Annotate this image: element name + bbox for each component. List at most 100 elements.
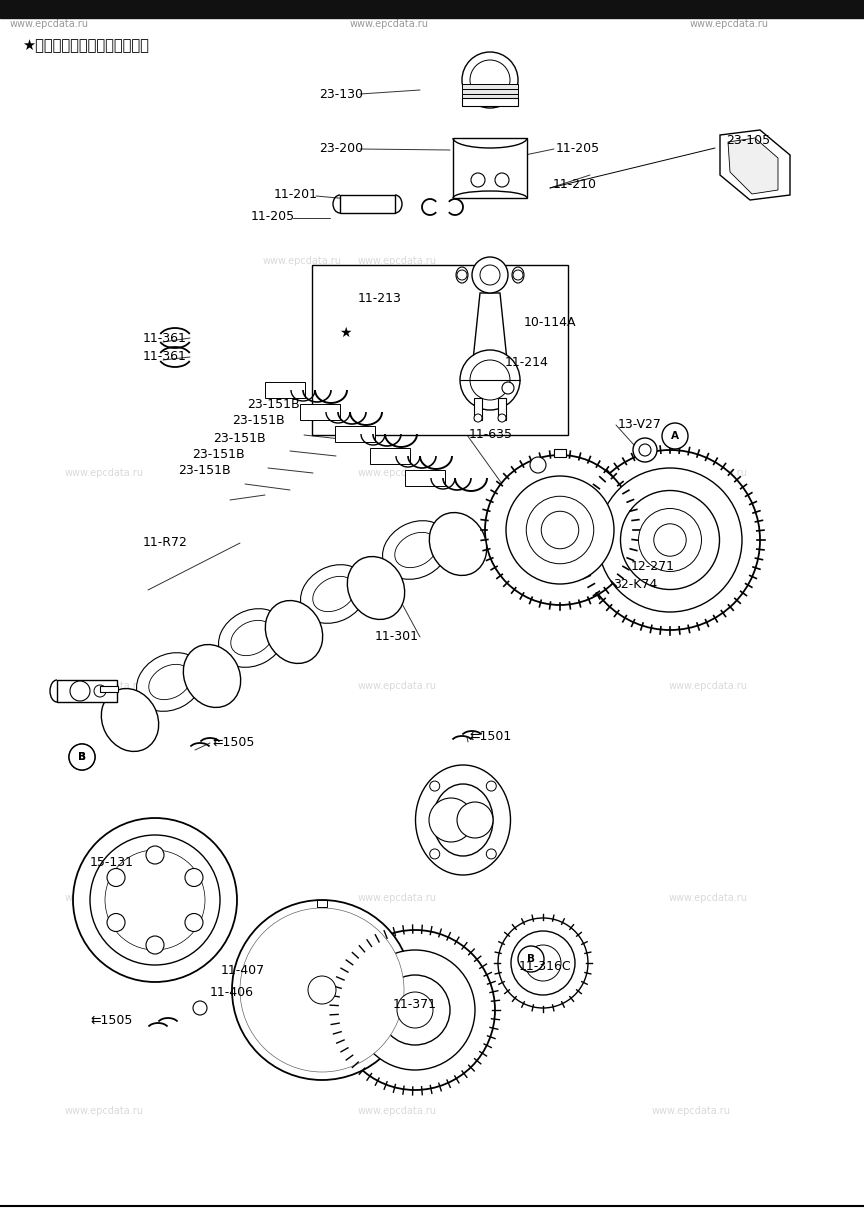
Ellipse shape bbox=[137, 653, 204, 711]
Ellipse shape bbox=[383, 521, 449, 579]
Circle shape bbox=[355, 951, 475, 1070]
Bar bbox=[462, 93, 518, 100]
Ellipse shape bbox=[219, 608, 285, 668]
Circle shape bbox=[380, 975, 450, 1045]
Text: 23-151B: 23-151B bbox=[192, 448, 245, 461]
Text: www.epcdata.ru: www.epcdata.ru bbox=[263, 256, 342, 266]
Circle shape bbox=[518, 946, 544, 972]
Circle shape bbox=[246, 914, 398, 1066]
Bar bbox=[100, 686, 118, 692]
Text: 23-151B: 23-151B bbox=[232, 414, 284, 427]
Circle shape bbox=[308, 976, 336, 1004]
Circle shape bbox=[472, 257, 508, 293]
Text: 23-130: 23-130 bbox=[319, 87, 363, 101]
Circle shape bbox=[470, 361, 510, 399]
Bar bbox=[265, 382, 305, 398]
Text: www.epcdata.ru: www.epcdata.ru bbox=[690, 19, 769, 29]
Circle shape bbox=[146, 936, 164, 954]
Circle shape bbox=[525, 944, 561, 981]
Circle shape bbox=[480, 265, 500, 285]
Ellipse shape bbox=[512, 267, 524, 283]
Text: www.epcdata.ru: www.epcdata.ru bbox=[64, 469, 143, 478]
Circle shape bbox=[460, 350, 520, 410]
Circle shape bbox=[633, 438, 657, 463]
Text: www.epcdata.ru: www.epcdata.ru bbox=[358, 469, 437, 478]
Circle shape bbox=[662, 422, 688, 449]
Text: A: A bbox=[671, 431, 679, 441]
Circle shape bbox=[495, 174, 509, 187]
Circle shape bbox=[620, 490, 720, 590]
Bar bbox=[300, 404, 340, 420]
Text: 11-635: 11-635 bbox=[469, 427, 513, 441]
Circle shape bbox=[240, 908, 404, 1072]
Bar bbox=[57, 680, 117, 702]
Bar bbox=[462, 84, 518, 89]
Bar bbox=[453, 138, 527, 198]
Text: www.epcdata.ru: www.epcdata.ru bbox=[358, 681, 437, 691]
Circle shape bbox=[506, 476, 614, 584]
Text: 13-V27: 13-V27 bbox=[618, 418, 662, 431]
Bar bbox=[370, 448, 410, 464]
Circle shape bbox=[69, 744, 95, 770]
Ellipse shape bbox=[416, 765, 511, 875]
Text: ⇇1501: ⇇1501 bbox=[469, 730, 511, 743]
Ellipse shape bbox=[231, 620, 273, 656]
Bar bbox=[405, 470, 445, 486]
Text: ⇇1505: ⇇1505 bbox=[90, 1014, 132, 1027]
Circle shape bbox=[185, 868, 203, 886]
Text: www.epcdata.ru: www.epcdata.ru bbox=[669, 469, 748, 478]
Circle shape bbox=[462, 52, 518, 108]
Circle shape bbox=[252, 920, 392, 1060]
Circle shape bbox=[73, 818, 237, 982]
Circle shape bbox=[232, 900, 412, 1080]
Circle shape bbox=[294, 961, 350, 1019]
Text: ⇇1505: ⇇1505 bbox=[212, 736, 254, 749]
Circle shape bbox=[486, 781, 496, 792]
Ellipse shape bbox=[347, 556, 404, 619]
Text: www.epcdata.ru: www.epcdata.ru bbox=[350, 19, 429, 29]
Text: 11-201: 11-201 bbox=[274, 188, 318, 202]
Text: 23-151B: 23-151B bbox=[178, 465, 231, 477]
Text: ★: ★ bbox=[339, 327, 352, 340]
Text: 11-R72: 11-R72 bbox=[143, 537, 187, 550]
Bar bbox=[312, 265, 568, 435]
Circle shape bbox=[125, 870, 185, 930]
Text: www.epcdata.ru: www.epcdata.ru bbox=[64, 681, 143, 691]
Circle shape bbox=[598, 469, 742, 612]
Text: 11-205: 11-205 bbox=[556, 142, 600, 154]
Polygon shape bbox=[720, 130, 790, 200]
Circle shape bbox=[541, 511, 579, 549]
Circle shape bbox=[486, 849, 496, 860]
Text: 11-301: 11-301 bbox=[375, 630, 419, 643]
Circle shape bbox=[90, 835, 220, 965]
Circle shape bbox=[654, 523, 686, 556]
Ellipse shape bbox=[395, 533, 437, 568]
Text: 23-151B: 23-151B bbox=[213, 431, 265, 444]
Bar bbox=[498, 398, 506, 420]
Text: www.epcdata.ru: www.epcdata.ru bbox=[64, 894, 143, 903]
Circle shape bbox=[639, 444, 651, 456]
Text: 10-114A: 10-114A bbox=[524, 317, 576, 329]
Circle shape bbox=[580, 450, 760, 630]
Text: 23-200: 23-200 bbox=[319, 142, 363, 155]
Circle shape bbox=[266, 934, 378, 1046]
Ellipse shape bbox=[101, 688, 159, 751]
Text: www.epcdata.ru: www.epcdata.ru bbox=[10, 19, 89, 29]
Ellipse shape bbox=[429, 512, 486, 575]
Circle shape bbox=[107, 868, 125, 886]
Text: 32-K74: 32-K74 bbox=[613, 579, 658, 591]
Text: www.epcdata.ru: www.epcdata.ru bbox=[358, 1106, 437, 1116]
Bar bbox=[335, 426, 375, 442]
Bar bbox=[317, 900, 327, 907]
Ellipse shape bbox=[183, 645, 241, 708]
Circle shape bbox=[429, 781, 440, 792]
Text: 11-214: 11-214 bbox=[505, 357, 549, 369]
Text: www.epcdata.ru: www.epcdata.ru bbox=[669, 681, 748, 691]
Circle shape bbox=[429, 798, 473, 843]
Circle shape bbox=[397, 992, 433, 1028]
Text: 11-361: 11-361 bbox=[143, 351, 187, 363]
Text: 23-151B: 23-151B bbox=[247, 397, 300, 410]
Bar bbox=[462, 89, 518, 93]
Circle shape bbox=[94, 685, 106, 697]
Circle shape bbox=[457, 802, 493, 838]
